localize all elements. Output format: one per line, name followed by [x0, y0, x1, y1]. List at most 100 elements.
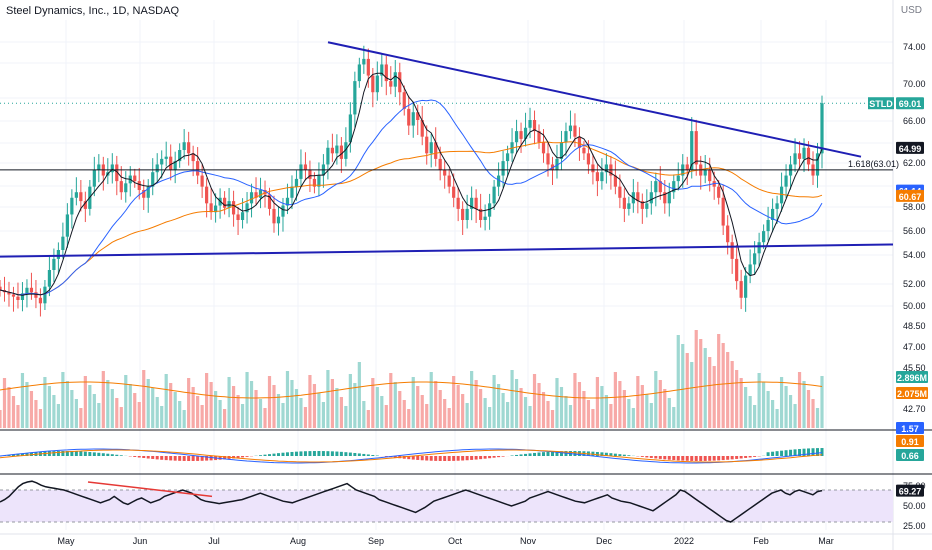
- price-axis-tick: 54.00: [903, 250, 926, 260]
- volume-bar: [708, 357, 712, 428]
- candle-body: [667, 192, 671, 204]
- volume-bar: [690, 362, 694, 428]
- macd-hist-bar: [303, 451, 307, 456]
- macd-hist-bar: [236, 456, 240, 458]
- volume-bar: [164, 374, 168, 428]
- volume-bar: [726, 352, 730, 428]
- candle-body: [770, 208, 775, 220]
- macd-hist-bar: [555, 451, 559, 456]
- candle-body: [299, 164, 303, 179]
- candle-body: [672, 181, 676, 193]
- volume-bar: [577, 382, 582, 428]
- candle-body: [685, 164, 689, 170]
- macd-hist-bar: [474, 456, 478, 460]
- volume-bar: [380, 396, 384, 428]
- volume-bar: [142, 370, 146, 428]
- volume-bar: [151, 388, 155, 428]
- candle-body: [258, 190, 263, 198]
- macd-hist-bar: [595, 451, 599, 456]
- volume-bar: [631, 408, 635, 428]
- candle-body: [339, 145, 343, 159]
- candle-body: [461, 208, 465, 220]
- candle-body: [537, 131, 541, 143]
- candle-body: [654, 181, 658, 193]
- macd-hist-bar: [56, 451, 60, 456]
- macd-hist-bar: [775, 451, 779, 456]
- volume-bar: [321, 402, 326, 428]
- macd-hist-bar: [550, 451, 554, 456]
- volume-bar: [88, 385, 92, 428]
- macd-hist-bar: [654, 456, 658, 459]
- macd-hist-bar: [52, 451, 56, 456]
- candle-body: [178, 150, 182, 162]
- candle-body: [312, 178, 317, 187]
- candle-body: [79, 192, 83, 202]
- candles-group: [0, 45, 824, 317]
- macd-hist-bar: [622, 454, 626, 456]
- macd-hist-bar: [649, 456, 653, 458]
- volume-bar: [47, 386, 52, 428]
- candle-body: [393, 72, 397, 87]
- sma-slow-badge: [896, 189, 924, 202]
- candle-body: [402, 92, 406, 109]
- candle-body: [281, 205, 285, 217]
- macd-hist-bar: [371, 454, 375, 456]
- candle-body: [784, 175, 788, 187]
- candle-body: [362, 58, 366, 65]
- volume-bar: [811, 399, 815, 428]
- volume-bar: [775, 409, 779, 428]
- macd-hist-bar: [438, 456, 442, 461]
- macd-hist-bar: [443, 456, 447, 461]
- macd-hist-bar: [528, 453, 532, 456]
- macd-hist-bar: [384, 456, 388, 457]
- macd-hist-bar: [600, 452, 604, 456]
- macd-hist-bar: [335, 451, 339, 456]
- volume-bar: [757, 373, 761, 428]
- volume-bar: [92, 394, 96, 428]
- time-axis-tick: Aug: [290, 536, 306, 546]
- candle-body: [52, 258, 56, 270]
- macd-hist-bar: [816, 448, 820, 456]
- sma-mid-line: [0, 99, 823, 296]
- candle-body: [303, 164, 308, 170]
- volume-bar: [249, 381, 254, 428]
- macd-hist-bar: [312, 451, 316, 456]
- macd-hist-bar: [793, 449, 797, 456]
- candle-body: [690, 131, 694, 170]
- volume-bar: [681, 344, 685, 428]
- candle-body: [353, 81, 357, 115]
- macd-hist-bar: [263, 454, 267, 456]
- candle-body: [29, 287, 34, 293]
- candle-body: [83, 201, 87, 209]
- volume-bar: [227, 377, 231, 428]
- volume-bar: [231, 386, 236, 428]
- volume-bar: [20, 373, 25, 428]
- macd-hist-bar: [559, 451, 563, 456]
- volume-axis-tick: 48.50: [903, 321, 926, 331]
- volume-bar: [124, 375, 128, 428]
- candle-body: [820, 103, 824, 154]
- volume-bar: [510, 370, 514, 428]
- macd-hist-bar: [92, 452, 96, 456]
- volume-bar: [604, 395, 608, 428]
- volume-bar: [712, 366, 716, 428]
- candle-body: [744, 275, 748, 298]
- candle-body: [205, 186, 209, 204]
- macd-hist-bar: [393, 456, 397, 458]
- volume-bar: [537, 383, 541, 428]
- macd-hist-bar: [744, 456, 748, 458]
- volume-bar: [384, 405, 388, 428]
- macd-hist-bar: [173, 456, 177, 461]
- macd-hist-bar: [133, 456, 137, 457]
- candle-body: [187, 142, 191, 154]
- candle-body: [519, 131, 523, 139]
- volume-bar: [739, 378, 743, 428]
- macd-hist-bar: [434, 456, 438, 461]
- time-axis-tick: Sep: [368, 536, 384, 546]
- candle-body: [496, 175, 501, 187]
- candle-body: [330, 147, 334, 154]
- volume-bar: [744, 387, 748, 428]
- candle-body: [151, 172, 155, 187]
- candle-body: [793, 153, 797, 165]
